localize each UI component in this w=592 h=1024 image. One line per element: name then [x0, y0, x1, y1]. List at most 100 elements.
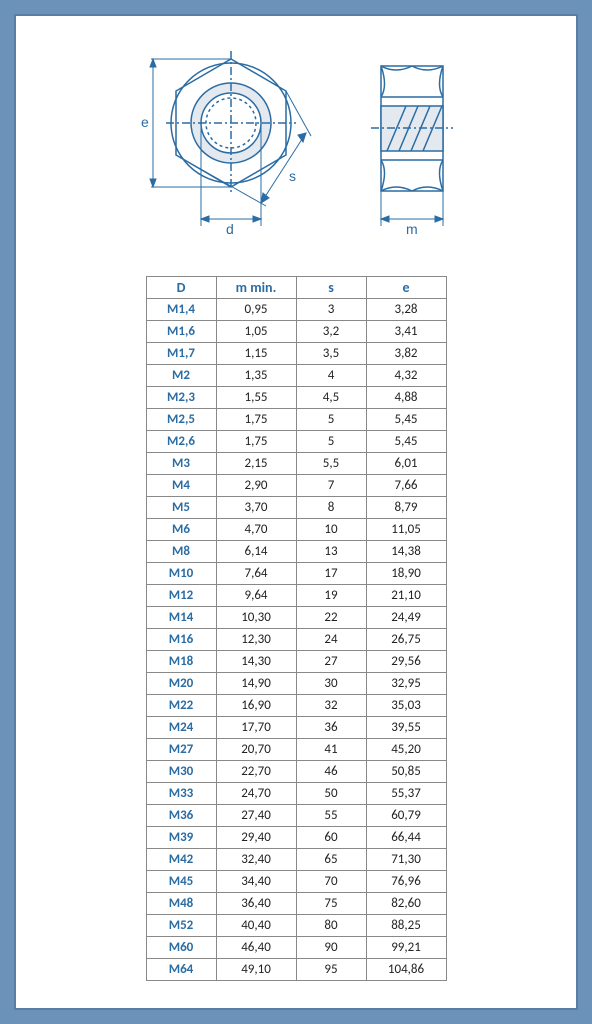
table-row: M129,641921,10 — [146, 585, 446, 607]
cell-e: 32,95 — [366, 673, 446, 695]
cell-s: 5 — [296, 409, 366, 431]
cell-d: M48 — [146, 893, 216, 915]
dim-label-m: m — [406, 221, 418, 237]
cell-s: 95 — [296, 959, 366, 981]
cell-e: 5,45 — [366, 409, 446, 431]
cell-s: 8 — [296, 497, 366, 519]
cell-d: M24 — [146, 717, 216, 739]
cell-m: 29,40 — [216, 827, 296, 849]
cell-d: M14 — [146, 607, 216, 629]
cell-s: 90 — [296, 937, 366, 959]
cell-s: 22 — [296, 607, 366, 629]
cell-m: 1,55 — [216, 387, 296, 409]
cell-e: 3,41 — [366, 321, 446, 343]
cell-m: 14,30 — [216, 651, 296, 673]
cell-d: M2 — [146, 365, 216, 387]
cell-m: 1,75 — [216, 431, 296, 453]
cell-m: 6,14 — [216, 541, 296, 563]
cell-m: 16,90 — [216, 695, 296, 717]
cell-e: 45,20 — [366, 739, 446, 761]
cell-s: 60 — [296, 827, 366, 849]
cell-e: 5,45 — [366, 431, 446, 453]
cell-m: 24,70 — [216, 783, 296, 805]
cell-s: 5 — [296, 431, 366, 453]
cell-d: M6 — [146, 519, 216, 541]
table-row: M32,155,56,01 — [146, 453, 446, 475]
cell-e: 8,79 — [366, 497, 446, 519]
table-row: M1410,302224,49 — [146, 607, 446, 629]
cell-e: 11,05 — [366, 519, 446, 541]
cell-s: 4 — [296, 365, 366, 387]
table-row: M3022,704650,85 — [146, 761, 446, 783]
cell-e: 35,03 — [366, 695, 446, 717]
table-row: M1,61,053,23,41 — [146, 321, 446, 343]
cell-e: 60,79 — [366, 805, 446, 827]
dimensions-table-wrap: D m min. s e M1,40,9533,28M1,61,053,23,4… — [26, 276, 566, 981]
cell-m: 49,10 — [216, 959, 296, 981]
col-header-d: D — [146, 277, 216, 299]
cell-d: M16 — [146, 629, 216, 651]
cell-e: 99,21 — [366, 937, 446, 959]
cell-m: 27,40 — [216, 805, 296, 827]
cell-m: 14,90 — [216, 673, 296, 695]
table-row: M1612,302426,75 — [146, 629, 446, 651]
nut-side-view: m — [361, 41, 481, 241]
cell-s: 36 — [296, 717, 366, 739]
col-header-e: e — [366, 277, 446, 299]
table-row: M4232,406571,30 — [146, 849, 446, 871]
table-row: M64,701011,05 — [146, 519, 446, 541]
dim-label-e: e — [141, 114, 149, 130]
cell-d: M8 — [146, 541, 216, 563]
cell-m: 34,40 — [216, 871, 296, 893]
cell-e: 76,96 — [366, 871, 446, 893]
cell-d: M64 — [146, 959, 216, 981]
cell-d: M33 — [146, 783, 216, 805]
cell-m: 46,40 — [216, 937, 296, 959]
cell-s: 70 — [296, 871, 366, 893]
cell-e: 26,75 — [366, 629, 446, 651]
table-row: M3324,705055,37 — [146, 783, 446, 805]
cell-d: M45 — [146, 871, 216, 893]
table-row: M1,71,153,53,82 — [146, 343, 446, 365]
table-row: M4836,407582,60 — [146, 893, 446, 915]
cell-m: 9,64 — [216, 585, 296, 607]
cell-e: 88,25 — [366, 915, 446, 937]
table-row: M2,31,554,54,88 — [146, 387, 446, 409]
nut-diagram: e s d — [26, 36, 566, 246]
cell-m: 36,40 — [216, 893, 296, 915]
table-row: M2014,903032,95 — [146, 673, 446, 695]
cell-d: M27 — [146, 739, 216, 761]
cell-d: M30 — [146, 761, 216, 783]
cell-s: 17 — [296, 563, 366, 585]
cell-e: 82,60 — [366, 893, 446, 915]
cell-s: 24 — [296, 629, 366, 651]
cell-s: 5,5 — [296, 453, 366, 475]
cell-e: 7,66 — [366, 475, 446, 497]
cell-e: 104,86 — [366, 959, 446, 981]
table-row: M1814,302729,56 — [146, 651, 446, 673]
cell-e: 18,90 — [366, 563, 446, 585]
cell-e: 3,82 — [366, 343, 446, 365]
cell-m: 10,30 — [216, 607, 296, 629]
cell-d: M4 — [146, 475, 216, 497]
cell-m: 1,15 — [216, 343, 296, 365]
cell-e: 4,32 — [366, 365, 446, 387]
cell-e: 21,10 — [366, 585, 446, 607]
table-row: M4534,407076,96 — [146, 871, 446, 893]
cell-d: M2,6 — [146, 431, 216, 453]
cell-d: M2,5 — [146, 409, 216, 431]
cell-e: 55,37 — [366, 783, 446, 805]
cell-s: 3 — [296, 299, 366, 321]
cell-m: 22,70 — [216, 761, 296, 783]
cell-e: 24,49 — [366, 607, 446, 629]
table-header-row: D m min. s e — [146, 277, 446, 299]
cell-m: 2,15 — [216, 453, 296, 475]
cell-s: 75 — [296, 893, 366, 915]
cell-s: 19 — [296, 585, 366, 607]
table-row: M2417,703639,55 — [146, 717, 446, 739]
cell-m: 7,64 — [216, 563, 296, 585]
table-row: M6449,1095104,86 — [146, 959, 446, 981]
cell-e: 4,88 — [366, 387, 446, 409]
table-row: M21,3544,32 — [146, 365, 446, 387]
cell-m: 3,70 — [216, 497, 296, 519]
